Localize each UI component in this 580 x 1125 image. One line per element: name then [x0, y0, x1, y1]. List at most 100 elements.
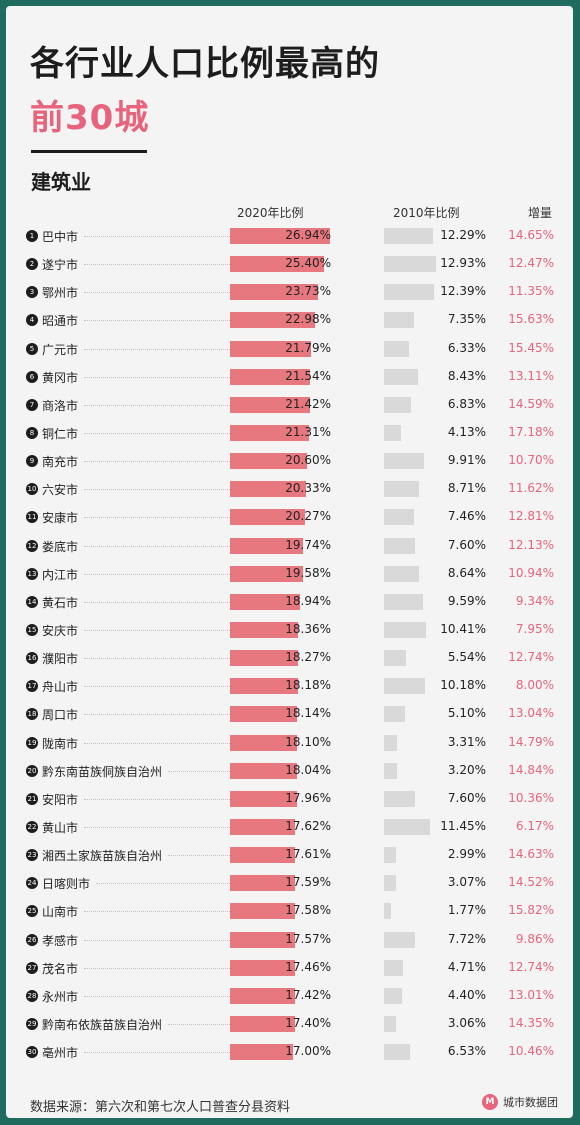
table-row: 5 广元市 21.79% 6.33% 15.45% [6, 335, 573, 363]
value-2010: 7.46% [447, 509, 486, 524]
header-2020: 2020年比例 [237, 206, 304, 220]
value-2010: 6.33% [447, 340, 486, 355]
city-name: 黔南布依族苗族自治州 [42, 1017, 163, 1032]
infographic-card: 各行业人口比例最高的 前30城 建筑业 2020年比例 2010年比例 增量 1… [6, 6, 573, 1118]
table-row: 4 昭通市 22.98% 7.35% 15.63% [6, 306, 573, 334]
value-2020: 21.31% [285, 424, 331, 439]
bar-2020 [230, 621, 299, 638]
rank-badge: 30 [26, 1046, 38, 1059]
rank-badge: 9 [26, 455, 38, 468]
value-increase: 14.35% [508, 1015, 554, 1030]
bar-2010 [384, 593, 423, 610]
value-2020: 17.58% [285, 903, 331, 918]
bar-2010 [384, 650, 407, 667]
bar-2020 [230, 368, 310, 385]
value-increase: 14.59% [508, 396, 554, 411]
bar-2020 [230, 312, 316, 329]
value-2020: 17.00% [285, 1044, 331, 1059]
city-name: 湘西土家族苗族自治州 [42, 849, 163, 864]
bar-2010 [384, 565, 419, 582]
value-increase: 14.79% [508, 734, 554, 749]
value-2020: 19.74% [285, 537, 331, 552]
rank-badge: 15 [26, 623, 38, 636]
table-row: 18 周口市 18.14% 5.10% 13.04% [6, 700, 573, 728]
value-2020: 18.27% [285, 650, 331, 665]
value-2010: 5.54% [447, 650, 486, 665]
city-name: 永州市 [42, 989, 79, 1004]
bar-2010 [384, 340, 410, 357]
bar-2010 [384, 818, 430, 835]
leader-dots [84, 404, 230, 406]
bar-2020 [230, 481, 306, 498]
table-row: 14 黄石市 18.94% 9.59% 9.34% [6, 588, 573, 616]
value-increase: 15.82% [508, 903, 554, 918]
table-row: 29 黔南布依族苗族自治州 17.40% 3.06% 14.35% [6, 1010, 573, 1038]
bar-2020 [230, 818, 296, 835]
table-row: 10 六安市 20.33% 8.71% 11.62% [6, 475, 573, 503]
value-increase: 7.95% [515, 621, 554, 636]
table-row: 7 商洛市 21.42% 6.83% 14.59% [6, 391, 573, 419]
leader-dots [84, 967, 230, 969]
value-2010: 3.06% [447, 1015, 486, 1030]
bar-2020 [230, 875, 296, 892]
leader-dots [84, 264, 230, 266]
header-increase: 增量 [528, 206, 553, 220]
leader-dots [84, 461, 230, 463]
city-name: 广元市 [42, 342, 79, 357]
leader-dots [84, 573, 230, 575]
value-increase: 8.00% [515, 678, 554, 693]
bar-2010 [384, 734, 398, 751]
table-row: 19 陇南市 18.10% 3.31% 14.79% [6, 729, 573, 757]
value-2010: 1.77% [447, 903, 486, 918]
value-2020: 17.42% [285, 987, 331, 1002]
value-2010: 8.64% [447, 565, 486, 580]
leader-dots [84, 798, 230, 800]
bar-2020 [230, 931, 296, 948]
value-2010: 3.20% [447, 762, 486, 777]
table-row: 11 安康市 20.27% 7.46% 12.81% [6, 503, 573, 531]
value-2010: 8.71% [447, 481, 486, 496]
rank-badge: 1 [26, 230, 38, 242]
bar-2010 [384, 875, 397, 892]
value-2010: 7.60% [447, 537, 486, 552]
value-increase: 14.65% [508, 228, 554, 242]
city-name: 娄底市 [42, 539, 79, 554]
leader-dots [84, 686, 230, 688]
page-title: 各行业人口比例最高的 [30, 44, 380, 84]
data-table: 1 巴中市 26.94% 12.29% 14.65% 2 遂宁市 25.40% 12.93% 12… [6, 222, 573, 1066]
table-row: 1 巴中市 26.94% 12.29% 14.65% [6, 222, 573, 250]
bar-2020 [230, 1044, 294, 1061]
rank-badge: 8 [26, 426, 38, 439]
value-2010: 7.35% [447, 312, 486, 327]
table-row: 16 濮阳市 18.27% 5.54% 12.74% [6, 644, 573, 672]
value-increase: 14.52% [508, 875, 554, 890]
city-name: 安阳市 [42, 792, 79, 807]
bar-2020 [230, 396, 310, 413]
bar-2020 [230, 228, 330, 244]
bar-2010 [384, 762, 397, 779]
city-name: 濮阳市 [42, 652, 79, 667]
value-2020: 17.40% [285, 1015, 331, 1030]
bar-2010 [384, 228, 434, 244]
leader-dots [84, 432, 230, 434]
bar-2020 [230, 593, 301, 610]
leader-dots [84, 714, 230, 716]
city-name: 安康市 [42, 511, 79, 526]
city-name: 山南市 [42, 905, 79, 920]
bar-2010 [384, 987, 402, 1004]
brand-logo: M 城市数据团 [482, 1094, 558, 1110]
bar-2010 [384, 959, 403, 976]
value-2020: 17.96% [285, 790, 331, 805]
bar-2010 [384, 1044, 411, 1061]
table-row: 15 安庆市 18.36% 10.41% 7.95% [6, 616, 573, 644]
table-row: 9 南充市 20.60% 9.91% 10.70% [6, 447, 573, 475]
leader-dots [84, 995, 230, 997]
city-name: 周口市 [42, 708, 79, 723]
bar-2010 [384, 396, 412, 413]
table-row: 30 亳州市 17.00% 6.53% 10.46% [6, 1038, 573, 1066]
value-increase: 14.63% [508, 847, 554, 862]
leader-dots [84, 545, 230, 547]
value-2010: 7.72% [447, 931, 486, 946]
bar-2020 [230, 1015, 295, 1032]
bar-2010 [384, 790, 415, 807]
